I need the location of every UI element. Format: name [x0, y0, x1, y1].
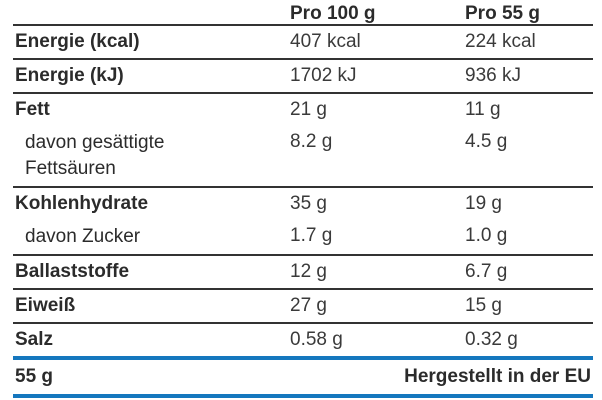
value-per-100g: 1702 kJ	[290, 65, 357, 86]
value-per-55g: 4.5 g	[465, 131, 508, 152]
value-per-100g: 8.2 g	[290, 131, 333, 152]
table-row-energie-kj: Energie (kJ) 1702 kJ 936 kJ	[13, 60, 593, 94]
row-label: Ballaststoffe	[15, 261, 130, 282]
value-per-55g: 224 kcal	[465, 31, 536, 52]
value-per-100g: 407 kcal	[290, 31, 361, 52]
footer-portion-weight: 55 g	[15, 366, 54, 387]
table-row-zucker: davon Zucker 1.7 g 1.0 g	[13, 220, 593, 256]
table-row-ballaststoffe: Ballaststoffe 12 g 6.7 g	[13, 256, 593, 290]
table-row-gesaettigte-fettsaeuren: davon gesättigte Fettsäuren 8.2 g 4.5 g	[13, 126, 593, 188]
value-per-100g: 21 g	[290, 99, 327, 120]
value-per-55g: 0.32 g	[465, 329, 518, 350]
value-per-100g: 12 g	[290, 261, 327, 282]
table-row-fett: Fett 21 g 11 g	[13, 94, 593, 126]
row-label: Eiweiß	[15, 295, 76, 316]
table-row-salz: Salz 0.58 g 0.32 g	[13, 324, 593, 356]
value-per-55g: 6.7 g	[465, 261, 508, 282]
row-label: davon gesättigte Fettsäuren	[25, 132, 165, 179]
col-header-per-100g: Pro 100 g	[290, 3, 376, 24]
value-per-100g: 1.7 g	[290, 225, 333, 246]
table-header: Pro 100 g Pro 55 g	[13, 2, 593, 26]
value-per-55g: 1.0 g	[465, 225, 508, 246]
table-row-eiweiss: Eiweiß 27 g 15 g	[13, 290, 593, 324]
value-per-100g: 35 g	[290, 193, 327, 214]
table-row-kohlenhydrate: Kohlenhydrate 35 g 19 g	[13, 188, 593, 220]
value-per-55g: 19 g	[465, 193, 502, 214]
table-footer: 55 g Hergestellt in der EU	[13, 360, 593, 394]
value-per-100g: 27 g	[290, 295, 327, 316]
nutrition-table: Pro 100 g Pro 55 g Energie (kcal) 407 kc…	[13, 0, 593, 398]
table-row-energie-kcal: Energie (kcal) 407 kcal 224 kcal	[13, 26, 593, 60]
value-per-55g: 11 g	[465, 99, 501, 120]
row-label: Salz	[15, 329, 54, 350]
row-label: Fett	[15, 99, 50, 120]
value-per-55g: 936 kJ	[465, 65, 521, 86]
value-per-100g: 0.58 g	[290, 329, 343, 350]
value-per-55g: 15 g	[465, 295, 502, 316]
accent-rule-bottom	[13, 394, 593, 398]
row-label: Energie (kJ)	[15, 65, 124, 86]
col-header-per-55g: Pro 55 g	[465, 3, 540, 24]
footer-origin: Hergestellt in der EU	[404, 366, 591, 387]
row-label: davon Zucker	[25, 226, 141, 247]
row-label: Energie (kcal)	[15, 31, 140, 52]
row-label: Kohlenhydrate	[15, 193, 149, 214]
accent-rule-top	[13, 356, 593, 360]
